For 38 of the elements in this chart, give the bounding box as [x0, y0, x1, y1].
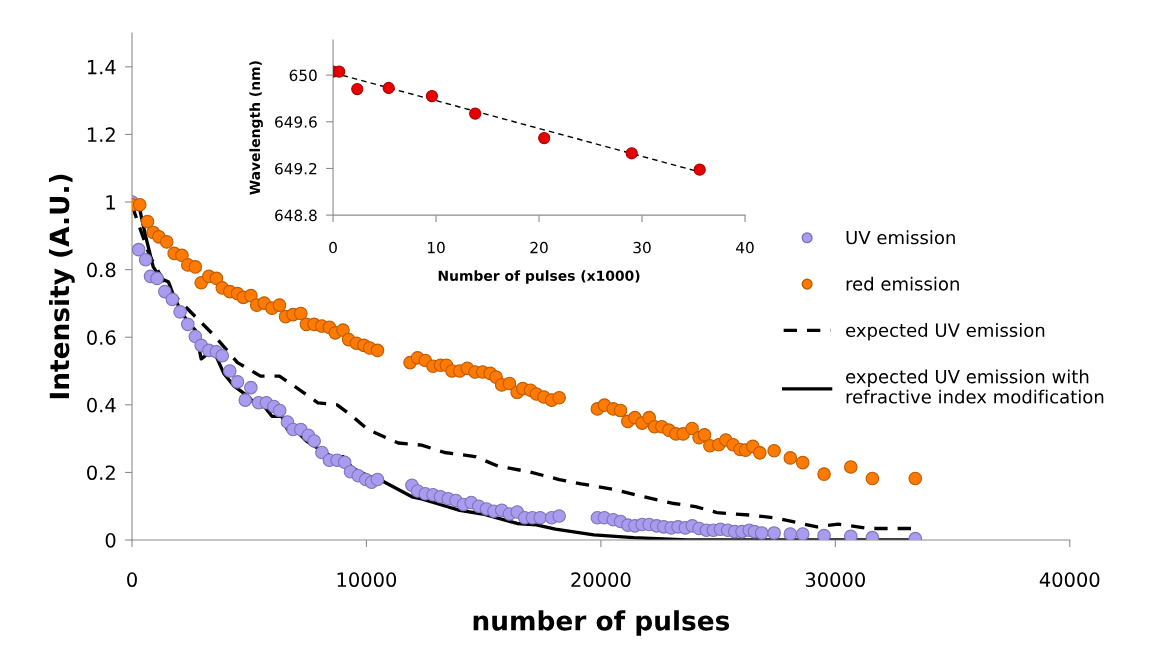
x-tick-label: 40 [736, 241, 754, 254]
y-axis-title: Intensity (A.U.) [48, 174, 75, 399]
x-axis-title: number of pulses [473, 610, 730, 636]
x-axis-title: Number of pulses (x1000) [438, 270, 640, 284]
y-tick-label: 649.2 [275, 162, 317, 175]
point [425, 90, 439, 103]
y-tick-label: 650 [289, 69, 317, 82]
y-tick-label: 0.2 [87, 465, 115, 481]
point [538, 132, 551, 145]
point [382, 81, 395, 95]
y-tick-label: 648.8 [275, 209, 317, 222]
legend-label: expected UV emission [846, 323, 1045, 341]
x-tick-label: 10000 [337, 572, 397, 588]
y-tick-label: 1.4 [87, 60, 116, 75]
y-tick-label: 1 [106, 195, 115, 210]
x-tick-label: 0 [127, 572, 137, 588]
point [693, 163, 706, 176]
x-tick-label: 20 [530, 241, 548, 254]
legend-label: expected UV emission with refractive index modification [846, 369, 1104, 404]
x-tick-label: 40000 [1039, 572, 1100, 588]
y-tick-label: 1.2 [87, 127, 115, 142]
legend-label: red emission [846, 276, 959, 291]
point [625, 147, 638, 160]
x-tick-label: 20000 [571, 572, 631, 588]
x-tick-label: 0 [329, 241, 337, 254]
x-tick-label: 10 [428, 241, 445, 254]
x-tick-label: 30000 [805, 572, 865, 588]
point [351, 83, 364, 96]
y-tick-label: 0.4 [87, 397, 116, 413]
y-tick-label: 649.6 [275, 116, 317, 128]
y-axis-title: Wavelength (nm) [249, 61, 263, 195]
point [333, 65, 346, 78]
x-tick-label: 30 [633, 241, 651, 254]
y-tick-label: 0 [105, 532, 116, 548]
y-tick-label: 0.6 [87, 330, 116, 345]
y-tick-label: 0.8 [87, 262, 116, 278]
legend-label: UV emission [846, 230, 955, 245]
point [469, 107, 482, 120]
